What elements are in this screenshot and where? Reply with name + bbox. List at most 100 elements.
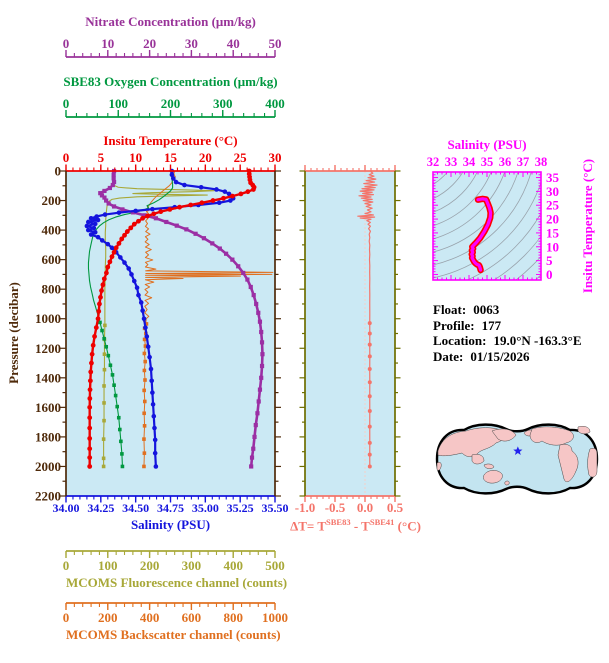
oxygen-axis-title: SBE83 Oxygen Concentration (μm/kg) [63, 74, 278, 89]
date-label: Date: [433, 348, 464, 364]
salinity-axis-tick-label: 35.25 [227, 501, 254, 515]
inset-temperature-tick-label: 20 [546, 212, 559, 227]
date-value: 01/15/2026 [470, 348, 530, 364]
backscatter-axis-tick-label: 200 [98, 610, 118, 625]
temperature-axis-tick-label: 30 [269, 150, 282, 165]
world-map [435, 423, 599, 495]
inset-temperature-tick-label: 0 [546, 267, 553, 282]
backscatter-axis-tick-label: 600 [182, 610, 202, 625]
delta-t-title-suffix: (°C) [394, 518, 421, 534]
pressure-tick-label: 0 [55, 164, 62, 179]
fluorescence-axis-tick-label: 300 [182, 558, 202, 573]
map-landmasses [436, 425, 598, 486]
oxygen-axis-tick-label: 300 [213, 96, 233, 111]
nitrate-axis-tick-label: 10 [101, 36, 114, 51]
fluorescence-axis: 0 100 200 300 400 500 [63, 550, 285, 573]
temperature-axis: 0 5 10 15 20 25 30 [63, 150, 282, 172]
delta-t-axis-bottom-tick-label: 0.0 [357, 500, 373, 515]
location-value: 19.0°N -163.3°E [493, 333, 582, 348]
oxygen-axis: 0 100 200 300 400 [63, 96, 285, 118]
nitrate-axis-tick-label: 50 [269, 36, 282, 51]
temperature-axis-tick-label: 25 [234, 150, 248, 165]
inset-salinity-tick-label: 37 [517, 155, 530, 169]
nitrate-axis-tick-label: 30 [185, 36, 198, 51]
inset-salinity-tick-label: 38 [535, 155, 548, 169]
nitrate-axis-tick-label: 0 [63, 36, 70, 51]
inset-salinity-tick-label: 34 [463, 155, 476, 169]
float-info-line: Profile: 177 [433, 318, 582, 334]
temperature-axis-tick-label: 10 [129, 150, 142, 165]
pressure-tick-label: 1600 [35, 400, 61, 415]
fluorescence-axis-title: MCOMS Fluorescence channel (counts) [66, 575, 288, 590]
pressure-tick-label: 2000 [35, 459, 61, 474]
float-info-line: Date: 01/15/2026 [433, 349, 582, 365]
profile-label: Profile: [433, 317, 475, 333]
fluorescence-axis-tick-label: 0 [63, 558, 70, 573]
delta-t-title-sup1: SBE83 [326, 517, 351, 527]
backscatter-axis-tick-label: 400 [140, 610, 160, 625]
oxygen-axis-tick-label: 400 [265, 96, 285, 111]
backscatter-axis-tick-label: 800 [223, 610, 243, 625]
backscatter-axis: 0 200 400 600 800 1000 [63, 602, 288, 625]
salinity-axis-tick-label: 34.00 [53, 501, 80, 515]
pressure-tick-label: 1200 [35, 341, 61, 356]
inset-salinity-axis-title: Salinity (PSU) [447, 137, 527, 152]
float-position-star-icon [513, 446, 523, 455]
temperature-axis-title: Insitu Temperature (°C) [103, 133, 238, 148]
float-info-line: Float: 0063 [433, 302, 582, 318]
nitrate-axis: 0 10 20 30 40 50 [63, 36, 282, 58]
delta-t-frame-right [394, 170, 401, 497]
nitrate-axis-title: Nitrate Concentration (μm/kg) [85, 14, 256, 29]
pressure-tick-label: 400 [42, 223, 62, 238]
delta-t-axis-title: ΔT= TSBE83 - TSBE41 (°C) [283, 517, 428, 534]
series-t-s-curve [468, 195, 494, 274]
salinity-axis-tick-label: 34.75 [157, 501, 184, 515]
temperature-axis-tick-label: 5 [98, 150, 105, 165]
temperature-axis-tick-label: 0 [63, 150, 70, 165]
series-insitu-temperature [87, 168, 257, 469]
float-label: Float: [433, 302, 467, 317]
inset-salinity-tick-label: 36 [499, 155, 512, 169]
inset-temperature-tick-label: 35 [546, 170, 560, 185]
fluorescence-axis-tick-label: 100 [98, 558, 118, 573]
delta-t-title-prefix: ΔT= T [290, 518, 326, 534]
inset-salinity-tick-label: 32 [427, 155, 440, 169]
inset-temperature-tick-label: 30 [546, 184, 559, 199]
oxygen-axis-tick-label: 200 [161, 96, 181, 111]
inset-temperature-tick-label: 5 [546, 253, 553, 268]
temperature-axis-tick-label: 15 [164, 150, 178, 165]
inset-temperature-axis-title: Insitu Temperature (°C) [580, 158, 595, 294]
delta-t-frame-left [299, 170, 306, 497]
pressure-tick-label: 200 [42, 193, 62, 208]
pressure-tick-label: 2200 [35, 489, 61, 504]
nitrate-axis-tick-label: 40 [227, 36, 240, 51]
series-sbe83-oxygen-concentration [87, 170, 174, 469]
series-nitrate-concentration [98, 168, 265, 469]
delta-t-title-sup2: SBE41 [369, 517, 395, 527]
salinity-axis-tick-label: 35.50 [262, 501, 289, 515]
nitrate-axis-tick-label: 20 [143, 36, 156, 51]
delta-t-axis-bottom-tick-label: 0.5 [387, 500, 404, 515]
delta-t-plot-area [305, 171, 395, 496]
pressure-tick-label: 1800 [35, 429, 61, 444]
delta-t-title-mid: - T [350, 518, 370, 534]
backscatter-axis-tick-label: 1000 [262, 610, 288, 625]
pressure-tick-label: 600 [42, 252, 62, 267]
salinity-axis-tick-label: 34.50 [122, 501, 149, 515]
inset-salinity-tick-label: 33 [445, 155, 458, 169]
delta-t-axis-bottom-tick-label: -0.5 [325, 500, 346, 515]
salinity-axis-tick-label: 34.25 [87, 501, 114, 515]
location-label: Location: [433, 333, 487, 348]
float-info-block: Float: 0063 Profile: 177 Location: 19.0°N -… [433, 302, 582, 364]
salinity-axis: 34.00 34.25 34.50 34.75 35.00 35.25 35.50 [53, 495, 289, 515]
ts-curve-group [468, 195, 494, 274]
delta-t-axis-bottom: -1.0 -0.5 0.0 0.5 [295, 495, 404, 515]
inset-salinity-tick-label: 35 [481, 155, 494, 169]
float-info-line: Location: 19.0°N -163.3°E [433, 333, 582, 349]
fluorescence-axis-tick-label: 400 [223, 558, 243, 573]
delta-t-axis-bottom-tick-label: -1.0 [295, 500, 316, 515]
pressure-tick-label: 800 [42, 282, 62, 297]
inset-temperature-tick-label: 25 [546, 198, 560, 213]
